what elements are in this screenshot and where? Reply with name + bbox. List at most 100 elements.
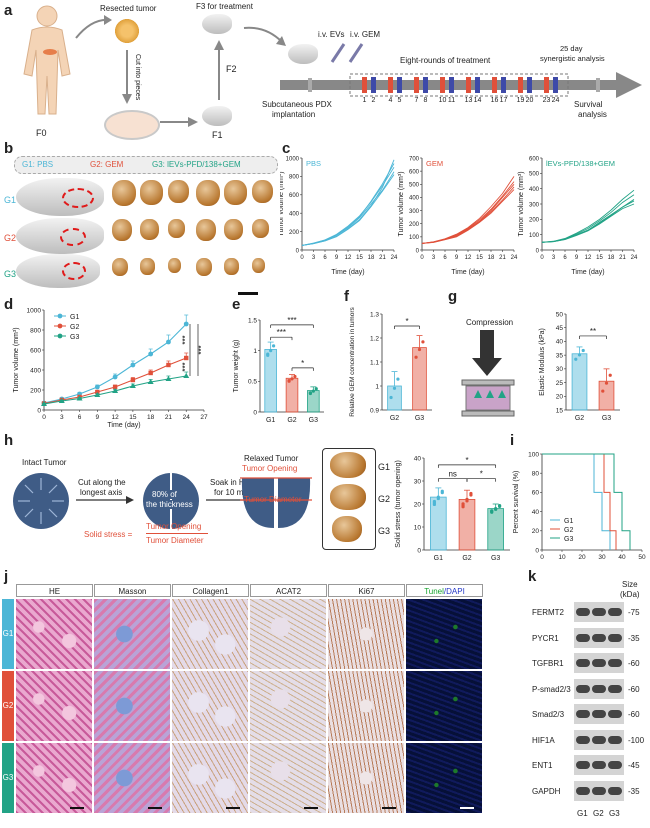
tumor-photo (196, 180, 220, 206)
x-tick-label: 50 (638, 554, 646, 561)
x-tick-label: G3 (415, 415, 424, 422)
arrow-icon (243, 26, 286, 46)
x-tick-label: 15 (356, 255, 363, 261)
group-strip: G3 (2, 743, 14, 813)
data-point (389, 395, 393, 400)
scale-bar (226, 807, 240, 809)
sig-label: *** (181, 335, 190, 344)
size-marker: -60 (628, 659, 640, 668)
group-strip-label: G1 (2, 629, 14, 638)
blot-row (574, 755, 624, 775)
dose-mark (423, 77, 428, 93)
tumor-photo (112, 219, 132, 241)
blot-band (592, 786, 606, 795)
y-tick-label: 40 (532, 509, 540, 516)
tumor-photo (252, 180, 273, 203)
tumor-photo (224, 219, 243, 240)
tumor-photo (196, 258, 212, 276)
x-tick-label: 18 (488, 255, 495, 261)
x-axis-label: Time (day) (571, 269, 604, 276)
x-tick-label: 18 (608, 255, 615, 261)
blot-band (608, 684, 622, 693)
lane-label: G1 (577, 809, 588, 818)
data-point (41, 401, 47, 406)
pct-label-2: the thickness (146, 500, 193, 509)
relaxed-tumor-label: Relaxed Tumor (244, 454, 299, 463)
compression-label: Compression (466, 318, 514, 327)
histology-image (16, 671, 92, 741)
x-tick-label: 15 (129, 414, 137, 421)
y-tick-label: 25 (556, 380, 564, 387)
x-tick-label: G3 (602, 415, 611, 422)
y-tick-label: 60 (532, 490, 540, 497)
y-tick-label: 200 (289, 230, 300, 236)
x-tick-label: 6 (323, 255, 327, 261)
size-marker: -35 (628, 786, 640, 796)
y-axis-label: Tumor volume (mm³) (518, 171, 525, 236)
dose-mark (440, 77, 445, 93)
panel-g-chart: 15 20 25 30 35 40 45 50 Elastic Modulus (kPa) G2 G… (539, 311, 620, 422)
y-tick-label: 200 (409, 222, 420, 228)
group-legend-box (14, 156, 278, 174)
row-label-g3: G3 (4, 269, 17, 279)
y-axis-label: Tumor volume (mm³) (13, 327, 20, 392)
x-tick-label: 21 (165, 414, 173, 421)
sig-label: *** (181, 362, 190, 371)
histology-image (406, 743, 482, 813)
sig-label: * (301, 359, 304, 368)
x-tick-label: 3 (432, 255, 436, 261)
blot-row (574, 602, 624, 622)
arrow-right-icon (160, 117, 198, 127)
y-tick-label: 400 (529, 187, 540, 193)
subq-label: Subcutaneous PDX (262, 100, 332, 109)
slice-label-g3: G3 (378, 526, 391, 536)
panel-d-chart: 0 200 400 600 800 1000 Tumor volume (mm³) Time … (13, 307, 208, 429)
y-tick-label: 300 (409, 209, 420, 215)
histology-image (250, 743, 326, 813)
dose-day-label: 8 (424, 97, 428, 102)
x-tick-label: G2 (390, 415, 399, 422)
data-point (421, 340, 425, 344)
x-tick-label: 10 (558, 554, 566, 561)
data-point (112, 388, 119, 393)
y-tick-label: 200 (30, 387, 41, 394)
y-tick-label: 35 (556, 352, 564, 359)
human-figure-icon (23, 5, 71, 115)
dose-day-label: 10 (439, 97, 447, 102)
bar (264, 349, 277, 413)
tumor-opening-label: Tumor Opening (242, 464, 298, 473)
legend-label: G2 (70, 324, 79, 331)
dose-mark (362, 77, 367, 93)
x-tick-label: 3 (552, 255, 556, 261)
y-tick-label: 30 (556, 366, 564, 373)
y-tick-label: 15 (556, 407, 564, 414)
synergistic-label: 25 day (560, 44, 583, 53)
x-tick-label: G3 (491, 555, 500, 562)
y-tick-label: 40 (556, 339, 564, 346)
data-point (604, 381, 609, 385)
syringe-icon (330, 43, 364, 63)
data-point (314, 387, 318, 391)
y-tick-label: 600 (409, 169, 420, 175)
size-unit-label: (kDa) (620, 590, 640, 599)
blot-band (608, 761, 622, 769)
slice-label-g2: G2 (378, 494, 391, 504)
group-strip: G2 (2, 671, 14, 741)
y-tick-label: 20 (532, 528, 540, 535)
legend-label: G2 (564, 527, 573, 534)
histology-image (406, 671, 482, 741)
compression-diagram (461, 330, 515, 417)
tumor-photo (196, 219, 216, 241)
x-tick-label: 3 (60, 414, 64, 421)
soak-label: Soak in HBSS (210, 478, 261, 487)
chart-title: GEM (426, 159, 443, 168)
y-tick-label: 20 (414, 501, 422, 508)
histology-image (172, 599, 248, 669)
x-tick-label: 9 (575, 255, 579, 261)
protein-label: P-smad2/3 (532, 684, 571, 694)
implant-tick (308, 78, 312, 92)
x-tick-label: 15 (476, 255, 483, 261)
data-point (112, 384, 118, 390)
data-point (183, 321, 189, 327)
x-axis-label: Time (day) (451, 269, 484, 276)
